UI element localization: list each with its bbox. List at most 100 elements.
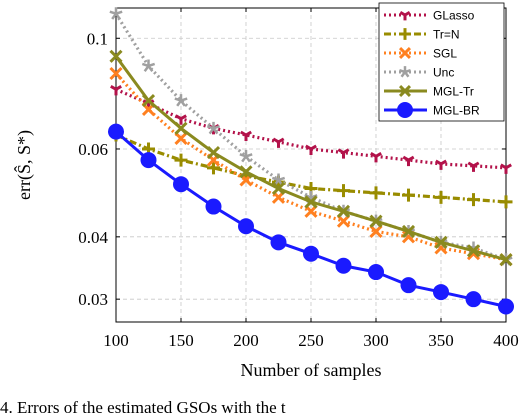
- legend-item: Unc: [384, 66, 454, 80]
- data-point: [109, 7, 123, 20]
- legend-label: Tr=N: [433, 28, 460, 42]
- legend-item: Tr=N: [384, 28, 460, 42]
- marker-plus: [434, 190, 448, 204]
- marker-tri-down: [240, 130, 252, 141]
- data-point: [272, 137, 285, 148]
- data-point: [174, 94, 188, 107]
- marker-plus: [174, 153, 188, 167]
- marker-x: [336, 204, 351, 218]
- marker-circle: [465, 291, 482, 308]
- marker-x: [206, 146, 221, 160]
- data-point: [337, 148, 350, 159]
- data-point: [467, 193, 480, 207]
- data-point: [337, 184, 350, 198]
- x-tick-label: 300: [363, 331, 389, 350]
- data-point: [402, 188, 415, 202]
- data-point: [173, 176, 189, 193]
- data-point: [369, 186, 383, 200]
- marker-star: [109, 7, 123, 20]
- marker-tri-down: [110, 85, 122, 96]
- data-point: [400, 277, 417, 294]
- marker-x: [466, 244, 481, 258]
- marker-x: [174, 121, 188, 135]
- x-tick-label: 200: [233, 331, 259, 350]
- marker-tri-down: [399, 10, 411, 21]
- marker-x: [434, 235, 448, 249]
- marker-star: [141, 59, 156, 72]
- marker-tri-down: [370, 152, 382, 163]
- data-point: [368, 264, 384, 281]
- legend-box: [378, 2, 505, 122]
- data-point: [108, 123, 124, 140]
- marker-circle: [205, 198, 222, 215]
- data-point: [271, 181, 286, 196]
- legend-label: Unc: [433, 66, 454, 80]
- marker-plus: [399, 28, 411, 40]
- data-point: [175, 114, 187, 125]
- marker-tri-down: [272, 137, 285, 148]
- marker-circle: [335, 257, 352, 274]
- data-point: [369, 214, 383, 228]
- data-point: [110, 85, 122, 96]
- data-point: [238, 218, 254, 235]
- marker-tri-down: [402, 155, 415, 167]
- data-point: [335, 257, 352, 274]
- data-point: [109, 49, 123, 63]
- marker-circle: [397, 102, 413, 118]
- data-point: [498, 298, 514, 315]
- tick-labels: 100 150 200 250 300 350 400 0.03 0.04 0.06 0.1: [78, 29, 519, 350]
- marker-x: [336, 214, 351, 228]
- data-point: [434, 235, 448, 249]
- data-point: [303, 245, 319, 262]
- data-point: [140, 152, 157, 169]
- legend-label: GLasso: [433, 9, 475, 23]
- data-point: [206, 121, 221, 135]
- marker-plus: [402, 188, 415, 202]
- legend-label: MGL-Tr: [433, 85, 474, 99]
- marker-x: [401, 224, 416, 239]
- legend-marker: [399, 28, 411, 40]
- data-point: [141, 94, 156, 108]
- marker-plus: [207, 161, 220, 175]
- data-point: [435, 159, 447, 170]
- marker-star: [239, 149, 253, 163]
- data-point: [465, 291, 482, 308]
- data-point: [174, 131, 188, 145]
- data-point: [174, 121, 188, 135]
- legend-marker: [398, 46, 412, 60]
- legend-marker: [398, 84, 412, 98]
- data-point: [336, 204, 351, 218]
- marker-x: [141, 94, 156, 108]
- data-point: [305, 144, 317, 155]
- x-tick-label: 350: [428, 331, 454, 350]
- marker-star: [206, 121, 221, 135]
- legend: GLasso Tr=N SGL Unc MGL-Tr MGL-BR: [378, 2, 505, 122]
- marker-tri-down: [435, 159, 447, 170]
- data-point: [500, 163, 512, 174]
- series-group: [108, 7, 514, 315]
- x-tick-label: 250: [298, 331, 324, 350]
- marker-circle: [108, 123, 124, 140]
- marker-star: [271, 173, 286, 186]
- marker-x: [109, 49, 123, 63]
- marker-plus: [337, 184, 350, 198]
- data-point: [434, 190, 448, 204]
- y-tick-label: 0.04: [78, 228, 108, 247]
- data-point: [369, 224, 383, 239]
- marker-plus: [499, 195, 513, 209]
- series-mgl-tr: [109, 49, 513, 267]
- marker-circle: [498, 298, 514, 315]
- data-point: [270, 234, 287, 251]
- legend-item: MGL-Tr: [384, 85, 474, 99]
- marker-x: [109, 66, 123, 81]
- data-point: [401, 224, 416, 239]
- legend-item: MGL-BR: [384, 102, 480, 118]
- data-point: [499, 195, 513, 209]
- data-point: [240, 130, 252, 141]
- marker-x: [239, 165, 253, 179]
- data-point: [141, 59, 156, 72]
- marker-x: [499, 253, 513, 267]
- marker-x: [398, 84, 412, 98]
- marker-tri-down: [175, 114, 187, 125]
- figure-caption: 4. Errors of the estimated GSOs with the…: [0, 398, 286, 417]
